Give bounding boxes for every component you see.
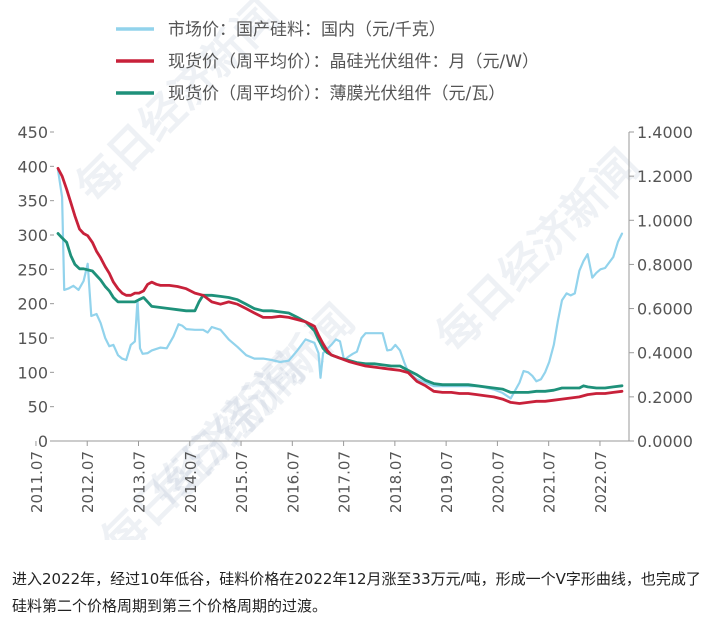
series-line-crystalline <box>56 167 624 405</box>
right-axis-tick-label: 1.4000 <box>637 123 693 142</box>
x-axis-tick-label: 2021.07 <box>541 451 559 513</box>
axes <box>52 132 630 442</box>
left-axis-tick-label: 400 <box>17 157 48 176</box>
right-axis-ticks: 0.0000 0.2000 0.4000 0.6000 0.8000 1.0000 1.20… <box>629 123 693 451</box>
left-axis-tick-label: 150 <box>17 329 48 348</box>
right-axis-tick-label: 0.0000 <box>637 432 693 451</box>
x-axis-tick-label: 2022.07 <box>592 451 610 513</box>
series-layer <box>56 167 624 405</box>
x-axis-tick-label: 2019.07 <box>438 451 456 513</box>
right-axis-tick-label: 0.2000 <box>637 388 693 407</box>
right-axis-tick-label: 0.8000 <box>637 255 693 274</box>
legend-label-crystalline: 现货价（周平均价）：晶硅光伏组件：月（元/W） <box>168 52 539 72</box>
x-axis-tick-label: 2016.07 <box>284 451 302 513</box>
legend: 市场价：国产硅料：国内（元/千克） 现货价（周平均价）：晶硅光伏组件：月（元/W… <box>116 20 539 104</box>
left-axis-tick-label: 100 <box>17 363 48 382</box>
legend-label-thin-film: 现货价（周平均价）：薄膜光伏组件（元/瓦） <box>168 84 505 104</box>
left-axis-tick-label: 50 <box>28 398 48 417</box>
right-axis-tick-label: 1.2000 <box>637 167 693 186</box>
x-axis-tick-label: 2013.07 <box>130 451 148 513</box>
x-axis-tick-label: 2012.07 <box>79 451 97 513</box>
left-axis-tick-label: 450 <box>17 123 48 142</box>
watermark-text: 每日经济新闻 <box>142 295 365 518</box>
right-axis-tick-label: 0.6000 <box>637 300 693 319</box>
x-axis-ticks: 2011.07 2012.07 2013.07 2014.07 2015.07 2016.… <box>28 441 610 513</box>
legend-label-market-price: 市场价：国产硅料：国内（元/千克） <box>168 20 446 40</box>
left-axis-tick-label: 200 <box>17 295 48 314</box>
x-axis-tick-label: 2015.07 <box>233 451 251 513</box>
left-axis-tick-label: 0 <box>38 432 48 451</box>
left-axis-ticks: 0 50 100 150 200 250 300 350 400 450 <box>17 123 54 451</box>
x-axis-tick-label: 2017.07 <box>336 451 354 513</box>
caption-text: 进入2022年，经过10年低谷，硅料价格在2022年12月涨至33万元/吨，形成… <box>12 570 701 615</box>
x-axis-tick-label: 2011.07 <box>28 451 46 513</box>
series-line-market-price <box>56 168 624 400</box>
x-axis-tick-label: 2018.07 <box>387 451 405 513</box>
series-line-thin-film <box>56 232 624 394</box>
left-axis-tick-label: 300 <box>17 226 48 245</box>
x-axis-tick-label: 2020.07 <box>489 451 507 513</box>
left-axis-tick-label: 250 <box>17 260 48 279</box>
right-axis-tick-label: 1.0000 <box>637 211 693 230</box>
right-axis-tick-label: 0.4000 <box>637 344 693 363</box>
x-axis-tick-label: 2014.07 <box>182 451 200 513</box>
left-axis-tick-label: 350 <box>17 192 48 211</box>
